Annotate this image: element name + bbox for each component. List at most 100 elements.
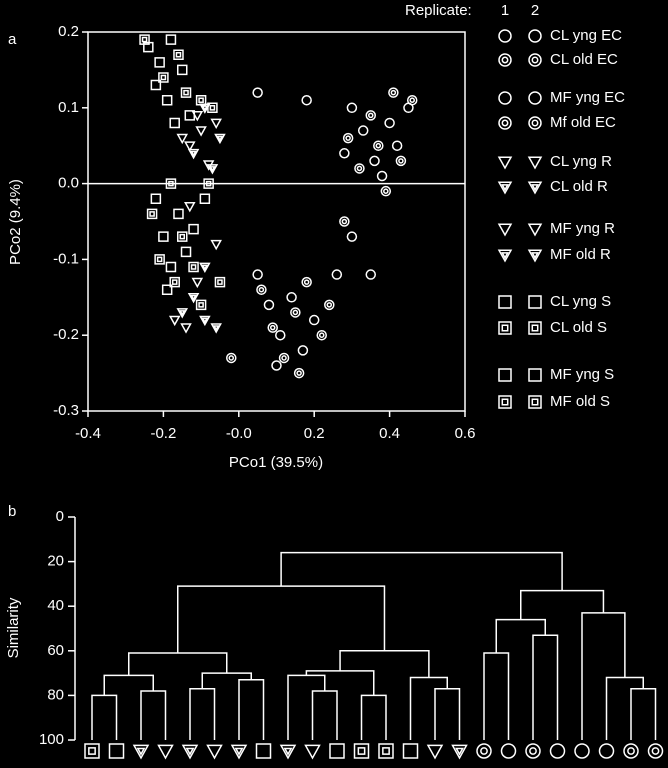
legend-marker bbox=[528, 91, 542, 105]
data-point bbox=[373, 140, 384, 151]
data-point bbox=[278, 352, 290, 364]
leaf-marker bbox=[108, 743, 125, 759]
data-point bbox=[210, 323, 222, 334]
data-point bbox=[187, 148, 200, 160]
data-point bbox=[354, 163, 365, 174]
y-tick-label: 0 bbox=[56, 508, 64, 525]
y-tick-label: 40 bbox=[47, 597, 64, 614]
data-point bbox=[195, 299, 207, 311]
legend-marker bbox=[528, 395, 542, 409]
legend-marker bbox=[528, 321, 542, 335]
dendrogram-link bbox=[305, 670, 375, 696]
x-tick-label: 0.4 bbox=[379, 425, 400, 442]
y-axis-label: Similarity bbox=[5, 597, 22, 658]
legend-marker bbox=[527, 156, 543, 170]
data-point bbox=[165, 34, 177, 45]
legend-marker bbox=[497, 223, 513, 237]
legend-label: Mf old EC bbox=[550, 114, 616, 131]
leaf-marker bbox=[525, 743, 541, 759]
panel-label: a bbox=[8, 31, 17, 48]
y-tick-label: 0.0 bbox=[58, 175, 79, 192]
data-point bbox=[357, 125, 369, 136]
data-point bbox=[168, 315, 181, 327]
y-tick-label: 20 bbox=[47, 553, 64, 570]
leaf-marker bbox=[451, 744, 468, 760]
data-point bbox=[199, 315, 211, 327]
leaf-marker bbox=[647, 743, 664, 759]
legend-marker bbox=[527, 223, 543, 237]
leaf-marker bbox=[623, 743, 639, 759]
data-point bbox=[161, 284, 173, 295]
data-point bbox=[331, 269, 343, 280]
leaf-marker bbox=[279, 744, 297, 760]
y-tick-label: -0.3 bbox=[53, 402, 79, 419]
legend-label: CL yng R bbox=[550, 153, 612, 170]
leaf-marker bbox=[157, 744, 174, 760]
data-point bbox=[293, 367, 305, 379]
data-point bbox=[226, 352, 237, 364]
data-point bbox=[210, 118, 222, 130]
data-point bbox=[150, 79, 162, 91]
legend-marker bbox=[497, 249, 513, 263]
leaf-marker bbox=[402, 743, 419, 759]
data-point bbox=[176, 133, 189, 145]
dendrogram-link bbox=[311, 690, 338, 740]
legend-marker bbox=[498, 91, 512, 105]
legend-marker bbox=[528, 368, 542, 382]
legend-marker bbox=[527, 249, 543, 263]
data-point bbox=[180, 87, 192, 98]
x-tick-label: -0.4 bbox=[75, 425, 101, 442]
data-point bbox=[191, 111, 204, 122]
dendrogram-link bbox=[238, 679, 265, 740]
data-point bbox=[365, 269, 377, 280]
leaf-marker bbox=[426, 744, 444, 760]
legend-marker bbox=[498, 116, 512, 130]
y-tick-label: 0.1 bbox=[58, 99, 79, 116]
x-tick-label: -0.0 bbox=[226, 425, 252, 442]
y-tick-label: 80 bbox=[47, 686, 64, 703]
plot-frame bbox=[87, 31, 466, 412]
data-point bbox=[188, 223, 199, 235]
dendrogram-link bbox=[201, 672, 252, 689]
data-point bbox=[165, 178, 177, 189]
data-point bbox=[195, 126, 207, 137]
data-point bbox=[177, 231, 188, 242]
leaf-marker bbox=[500, 743, 517, 759]
data-point bbox=[395, 155, 407, 167]
data-point bbox=[150, 193, 162, 205]
dendrogram-link bbox=[532, 634, 559, 740]
legend-marker bbox=[498, 29, 512, 43]
dendrogram-link bbox=[581, 612, 626, 740]
dendrogram-link bbox=[91, 694, 118, 740]
dendrogram-link bbox=[280, 551, 563, 591]
data-point bbox=[176, 308, 189, 319]
data-point bbox=[275, 329, 286, 341]
data-point bbox=[252, 87, 263, 98]
legend-label: CL old S bbox=[550, 319, 607, 336]
y-tick-label: -0.2 bbox=[53, 326, 79, 343]
dendrogram-link bbox=[434, 687, 461, 740]
legend-marker bbox=[498, 53, 512, 67]
y-tick-label: 100 bbox=[39, 731, 64, 748]
legend-title: Replicate: bbox=[405, 2, 472, 19]
legend-label: CL yng S bbox=[550, 293, 611, 310]
dendrogram-link bbox=[520, 589, 605, 620]
panel-label: b bbox=[8, 503, 16, 520]
data-point bbox=[210, 239, 222, 251]
dendrogram-link bbox=[360, 694, 387, 740]
leaf-marker bbox=[353, 743, 370, 759]
legend-marker bbox=[528, 295, 542, 309]
data-point bbox=[191, 277, 204, 289]
leaf-marker bbox=[598, 743, 615, 759]
data-point bbox=[214, 133, 226, 145]
leaf-marker bbox=[329, 743, 345, 759]
dendrogram-link bbox=[630, 687, 657, 740]
data-point bbox=[369, 155, 380, 167]
legend-marker bbox=[527, 181, 543, 195]
x-axis-label: PCo1 (39.5%) bbox=[229, 454, 323, 471]
data-point bbox=[297, 345, 309, 356]
x-tick-label: 0.2 bbox=[304, 425, 325, 442]
legend-marker bbox=[497, 156, 513, 170]
